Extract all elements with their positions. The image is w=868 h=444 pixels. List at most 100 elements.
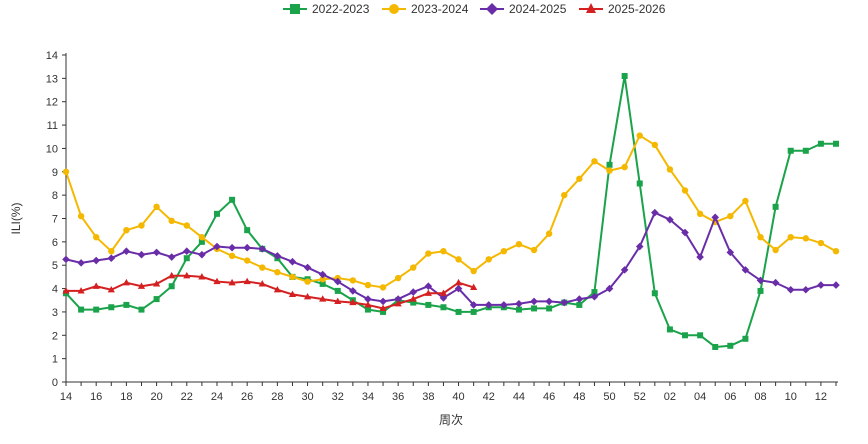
series-2025-2026-point [364, 301, 372, 308]
series-2024-2025-point [364, 295, 372, 303]
y-tick-label: 10 [46, 143, 58, 155]
series-2023-2024-point [515, 240, 523, 248]
series-2025-2026-point [349, 298, 357, 306]
series-2024-2025-point [137, 250, 146, 259]
series-2024-2025-point [409, 288, 418, 296]
series-2022-2023-point [380, 308, 387, 315]
series-2023-2024-point [651, 141, 659, 149]
y-tick-label: 6 [52, 237, 58, 249]
series-2024-2025-point [258, 245, 267, 253]
series-2025-2026-point [273, 285, 281, 293]
y-axis-label: ILI(%) [9, 202, 23, 234]
series-2023-2024-point [606, 167, 613, 174]
series-2023-2024-point [364, 281, 372, 289]
series-2024-2025-point [802, 285, 810, 294]
x-tick-label: 02 [664, 391, 676, 403]
series-2025-2026-point [168, 271, 176, 279]
legend-swatch [480, 2, 504, 16]
series-2023-2024-point [485, 256, 492, 263]
series-2024-2025-point [741, 266, 750, 274]
y-tick-label: 12 [46, 97, 58, 109]
series-2022-2023-point [712, 343, 719, 350]
y-tick-label: 13 [46, 73, 58, 85]
series-2024-2025-point [379, 297, 387, 306]
series-2024-2025-point [817, 281, 825, 289]
series-2025-2026-point [379, 304, 387, 312]
series-2022-2023-point [682, 332, 689, 339]
series-2022-2023-point [606, 161, 613, 168]
series-2022-2023-point [787, 147, 794, 154]
series-2023-2024-point [787, 233, 794, 241]
series-2022-2023-point [108, 304, 115, 311]
series-2023-2024-point [123, 226, 130, 234]
series-2024-2025-point [651, 208, 659, 217]
series-2024-2025-point [575, 295, 584, 303]
legend-item[interactable]: 2025-2026 [579, 2, 665, 16]
series-2023-2024-point [394, 274, 402, 282]
series-2023-2024-point [77, 212, 85, 220]
series-2023-2024-point [168, 217, 175, 225]
series-2025-2026-point [198, 273, 206, 280]
series-2025-2026-point [152, 280, 161, 287]
legend-item[interactable]: 2023-2024 [382, 2, 468, 16]
x-tick-label: 28 [271, 391, 283, 403]
series-2025-2026-point [228, 278, 236, 286]
series-2025-2026-point [424, 289, 432, 296]
series-2025-2026-point [213, 277, 221, 285]
legend-item[interactable]: 2024-2025 [480, 2, 566, 16]
series-2024-2025-point [711, 213, 720, 222]
series-2025-2026-point [394, 299, 402, 307]
series-2023-2024-point [591, 158, 598, 165]
series-2022-2023-point [651, 290, 658, 297]
series-2022-2023-point [757, 287, 764, 294]
series-2024-2025-point [333, 277, 342, 286]
series-2023-2024-point [289, 273, 296, 281]
series-2023-2024-point [470, 267, 477, 275]
series-2024-2025-point [666, 215, 674, 224]
series-2024-2025-point [726, 248, 735, 257]
series-2024-2025-point [681, 228, 689, 237]
series-2022-2023-point [546, 305, 553, 312]
series-2024-2025-point [635, 242, 644, 251]
x-tick-label: 38 [422, 391, 434, 403]
y-tick-label: 14 [46, 50, 58, 62]
x-tick-label: 16 [90, 391, 102, 403]
series-2023-2024-point [183, 222, 190, 229]
series-2023-2024-line [65, 134, 837, 289]
series-2023-2024-point [62, 168, 70, 175]
legend-label: 2023-2024 [411, 2, 469, 16]
series-2024-2025-point [786, 285, 795, 294]
series-2025-2026-point [303, 292, 312, 300]
series-2024-2025-point [756, 276, 765, 285]
series-2025-2026-point [258, 280, 266, 287]
series-2024-2025-point [273, 252, 282, 260]
x-tick-label: 32 [332, 391, 344, 403]
series-2024-2025-point [771, 278, 780, 287]
series-2022-2023-point [138, 306, 145, 313]
series-2024-2025-point [77, 259, 85, 267]
legend-label: 2024-2025 [509, 2, 567, 16]
legend-item[interactable]: 2022-2023 [283, 2, 369, 16]
series-2024-2025-point [545, 297, 553, 306]
legend-swatch [382, 3, 406, 15]
series-2022-2023-point [183, 255, 190, 262]
series-2023-2024-point [319, 276, 326, 283]
x-tick-label: 22 [181, 391, 193, 403]
series-2023-2024-point [500, 248, 508, 255]
series-2024-2025-point [620, 266, 629, 274]
series-2025-2026-point [107, 285, 115, 293]
series-2024-2025-point [182, 247, 191, 255]
series-2022-2023-point [93, 306, 100, 313]
y-tick-label: 8 [52, 190, 58, 202]
series-2022-2023-point [772, 203, 779, 210]
x-tick-label: 24 [211, 391, 223, 403]
x-tick-label: 50 [603, 391, 615, 403]
series-2023-2024-point [410, 264, 417, 271]
series-2023-2024-point [440, 248, 447, 255]
series-2023-2024-point [545, 230, 553, 237]
series-2024-2025-point [469, 301, 478, 309]
series-2024-2025-point [424, 282, 433, 291]
series-2024-2025-point [349, 287, 357, 295]
series-2023-2024-point [742, 197, 749, 205]
